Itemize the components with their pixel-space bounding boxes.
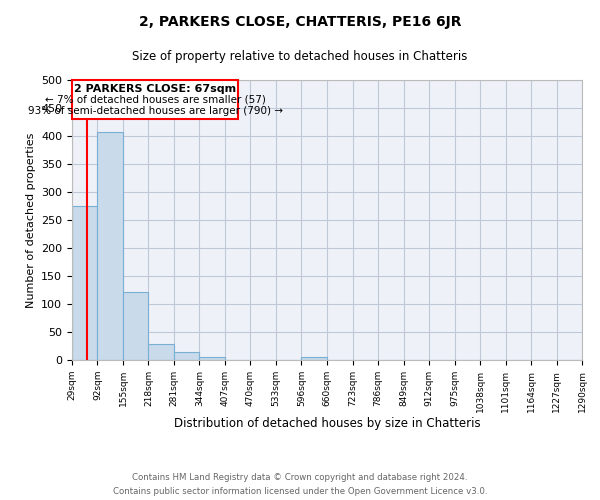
Bar <box>199 357 225 360</box>
Text: Contains HM Land Registry data © Crown copyright and database right 2024.: Contains HM Land Registry data © Crown c… <box>132 473 468 482</box>
X-axis label: Distribution of detached houses by size in Chatteris: Distribution of detached houses by size … <box>173 418 481 430</box>
Text: Size of property relative to detached houses in Chatteris: Size of property relative to detached ho… <box>133 50 467 63</box>
Bar <box>301 357 327 360</box>
Bar <box>123 292 148 360</box>
Bar <box>174 352 199 360</box>
Text: 93% of semi-detached houses are larger (790) →: 93% of semi-detached houses are larger (… <box>28 106 283 116</box>
FancyBboxPatch shape <box>72 80 238 119</box>
Text: 2, PARKERS CLOSE, CHATTERIS, PE16 6JR: 2, PARKERS CLOSE, CHATTERIS, PE16 6JR <box>139 15 461 29</box>
Y-axis label: Number of detached properties: Number of detached properties <box>26 132 35 308</box>
Text: 2 PARKERS CLOSE: 67sqm: 2 PARKERS CLOSE: 67sqm <box>74 84 236 94</box>
Bar <box>148 344 174 360</box>
Bar <box>97 132 123 360</box>
Bar <box>72 206 97 360</box>
Text: ← 7% of detached houses are smaller (57): ← 7% of detached houses are smaller (57) <box>44 94 266 104</box>
Text: Contains public sector information licensed under the Open Government Licence v3: Contains public sector information licen… <box>113 486 487 496</box>
